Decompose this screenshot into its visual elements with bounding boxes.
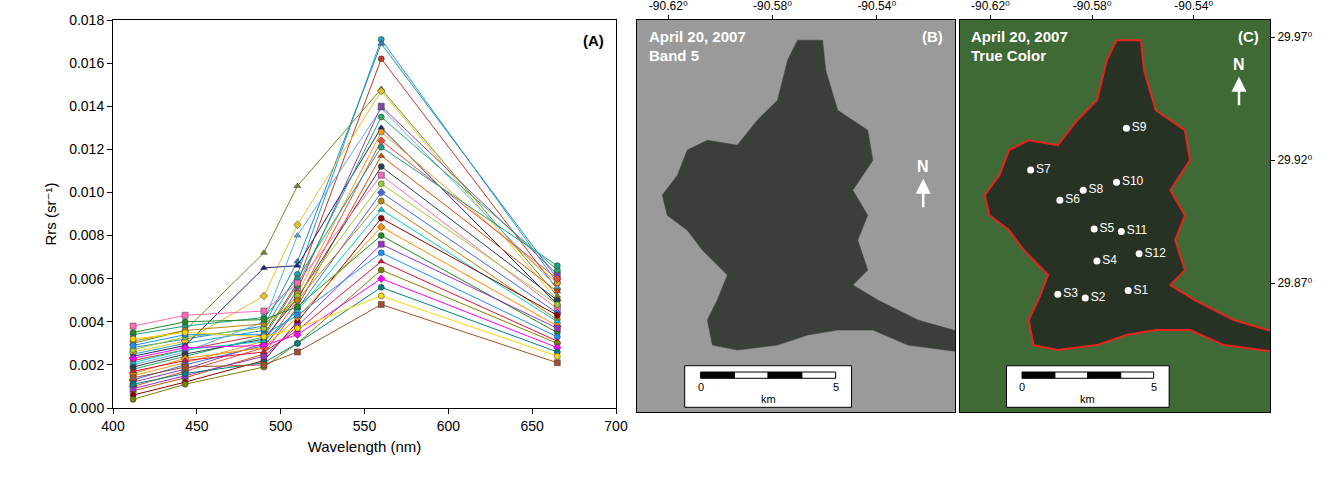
svg-text:S12: S12 <box>1145 246 1167 260</box>
svg-text:N: N <box>1233 56 1245 73</box>
svg-text:S7: S7 <box>1036 162 1051 176</box>
svg-text:April 20, 2007: April 20, 2007 <box>649 28 746 45</box>
svg-text:0.002: 0.002 <box>69 357 104 373</box>
svg-text:0.006: 0.006 <box>69 271 104 287</box>
svg-text:0.014: 0.014 <box>69 98 104 114</box>
svg-text:450: 450 <box>185 418 209 434</box>
svg-text:5: 5 <box>1151 381 1157 393</box>
svg-text:S4: S4 <box>1102 253 1117 267</box>
svg-text:April 20, 2007: April 20, 2007 <box>971 28 1068 45</box>
svg-text:-90.54⁰: -90.54⁰ <box>857 0 896 13</box>
svg-text:0.016: 0.016 <box>69 55 104 71</box>
svg-text:km: km <box>1080 393 1095 405</box>
svg-text:Band 5: Band 5 <box>649 47 699 64</box>
svg-text:29.97⁰: 29.97⁰ <box>1277 30 1312 44</box>
svg-text:700: 700 <box>604 418 628 434</box>
svg-text:S9: S9 <box>1132 120 1147 134</box>
svg-text:-90.58⁰: -90.58⁰ <box>753 0 792 13</box>
svg-text:S10: S10 <box>1122 174 1144 188</box>
svg-text:Wavelength (nm): Wavelength (nm) <box>308 438 422 455</box>
svg-text:400: 400 <box>101 418 125 434</box>
svg-text:0.012: 0.012 <box>69 141 104 157</box>
svg-text:29.92⁰: 29.92⁰ <box>1277 153 1312 167</box>
svg-text:(B): (B) <box>922 28 943 45</box>
svg-text:-90.58⁰: -90.58⁰ <box>1073 0 1112 13</box>
svg-text:29.87⁰: 29.87⁰ <box>1277 276 1312 290</box>
svg-text:S2: S2 <box>1091 290 1106 304</box>
svg-text:S1: S1 <box>1134 283 1149 297</box>
svg-text:(A): (A) <box>583 32 604 49</box>
svg-text:S3: S3 <box>1063 286 1078 300</box>
svg-text:0.010: 0.010 <box>69 184 104 200</box>
svg-text:-90.62⁰: -90.62⁰ <box>971 0 1010 13</box>
svg-text:0: 0 <box>698 381 704 393</box>
svg-text:km: km <box>761 393 776 405</box>
svg-text:S11: S11 <box>1127 223 1148 237</box>
svg-text:-90.54⁰: -90.54⁰ <box>1174 0 1213 13</box>
svg-text:0.000: 0.000 <box>69 400 104 416</box>
svg-text:Rrs (sr⁻¹): Rrs (sr⁻¹) <box>42 183 59 246</box>
svg-text:-90.62⁰: -90.62⁰ <box>649 0 688 13</box>
svg-text:0.018: 0.018 <box>69 12 104 28</box>
svg-text:550: 550 <box>353 418 377 434</box>
svg-text:0.004: 0.004 <box>69 314 104 330</box>
svg-text:(C): (C) <box>1238 28 1259 45</box>
svg-text:S5: S5 <box>1100 221 1115 235</box>
svg-text:500: 500 <box>269 418 293 434</box>
svg-text:5: 5 <box>833 381 839 393</box>
svg-text:0: 0 <box>1019 381 1025 393</box>
svg-text:600: 600 <box>437 418 461 434</box>
svg-text:True Color: True Color <box>971 47 1046 64</box>
svg-text:S8: S8 <box>1089 182 1104 196</box>
svg-text:S6: S6 <box>1065 192 1080 206</box>
svg-text:N: N <box>917 158 929 175</box>
svg-text:0.008: 0.008 <box>69 227 104 243</box>
svg-text:650: 650 <box>520 418 544 434</box>
